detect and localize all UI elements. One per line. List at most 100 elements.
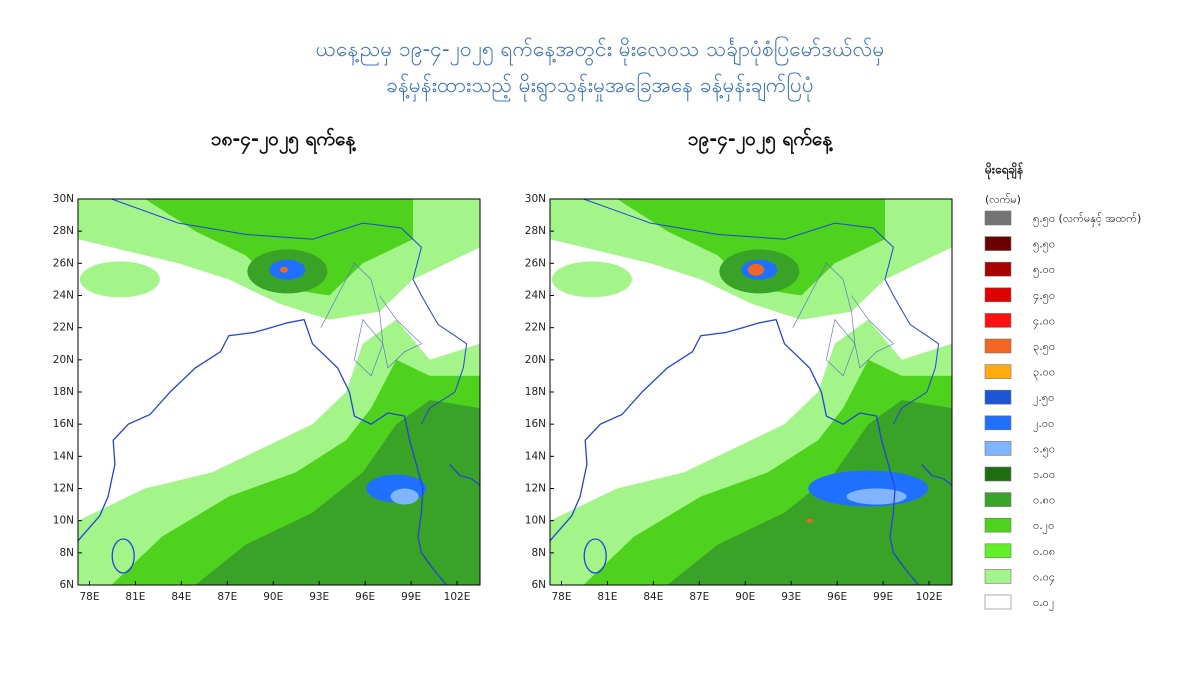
lon-tick-label: 84E (643, 591, 663, 603)
lon-tick-label: 87E (689, 591, 709, 603)
legend-label: ၄.၅၀ (1033, 289, 1055, 304)
legend-label: ၀.၈၀ (1033, 494, 1055, 507)
rain-area (551, 261, 632, 298)
legend-label: ၃.၀၀ (1033, 366, 1055, 381)
lon-tick-label: 78E (551, 591, 571, 603)
lat-tick-label: 12N (525, 483, 546, 495)
map-content (550, 199, 952, 585)
border (354, 318, 384, 377)
lat-tick-label: 22N (53, 322, 74, 334)
lat-tick-label: 24N (525, 290, 546, 302)
map-title: ၁၉-၄-၂၀၂၅ ရက်နေ့ (688, 126, 834, 155)
legend-label: ၅.၅၀ (လက်မနှင့် အထက်) (1033, 212, 1141, 227)
legend-title: မိုးရေချိန် (984, 161, 1024, 181)
legend-swatch (984, 543, 1012, 559)
legend-label: ၀.၀၄ (1033, 570, 1055, 585)
lat-tick-label: 30N (525, 193, 546, 205)
rain-area (667, 400, 952, 585)
lon-tick-label: 84E (171, 591, 191, 603)
lat-tick-label: 6N (59, 579, 74, 591)
rain-area (79, 261, 160, 298)
lon-tick-label: 96E (355, 591, 375, 603)
lat-tick-label: 18N (53, 386, 74, 398)
legend-swatch (984, 415, 1012, 431)
lat-tick-label: 20N (525, 354, 546, 366)
map-title: ၁၈-၄-၂၀၂၅ ရက်နေ့ (211, 126, 357, 155)
lat-tick-label: 8N (59, 547, 74, 559)
lat-tick-label: 26N (525, 257, 546, 269)
legend-swatch (984, 492, 1012, 507)
legend-label: ၃.၅၀ (1033, 340, 1055, 355)
lat-tick-label: 14N (53, 450, 74, 462)
legend-swatch (984, 441, 1012, 456)
lat-tick-label: 12N (53, 483, 74, 495)
lat-tick-label: 14N (525, 450, 546, 462)
lon-tick-label: 81E (597, 591, 617, 603)
lat-tick-label: 8N (531, 547, 546, 559)
lat-tick-label: 16N (53, 418, 74, 430)
map-panel: 30N 28N 26N 24N 22N 20N 18N 16N 14N 12N 10N 8N 6N 78E… (53, 193, 481, 603)
legend-swatch (984, 287, 1012, 303)
map-panel: 30N 28N 26N 24N 22N 20N 18N 16N 14N 12N 10N 8N 6N 78E… (525, 193, 953, 603)
lat-tick-label: 10N (53, 515, 74, 527)
legend-label: ၂.၀၀ (1033, 417, 1054, 432)
legend-swatch (984, 236, 1012, 251)
rain-area (145, 199, 413, 296)
legend-label: ၂.၅၀ (1033, 391, 1054, 406)
rain-area (617, 199, 885, 296)
rain-area (806, 518, 813, 523)
legend-unit: (လက်မ) (985, 193, 1021, 206)
lon-tick-label: 99E (401, 591, 421, 603)
legend-label: ၅.၀၀ (1033, 263, 1055, 278)
island (111, 538, 135, 574)
coastline (449, 463, 480, 486)
border (583, 199, 940, 425)
lat-tick-label: 26N (53, 257, 74, 269)
legend-swatch (984, 466, 1012, 482)
lat-tick-label: 10N (525, 515, 546, 527)
title-line: ခန့်မှန်းထားသည့် မိုးရွာသွန်းမှုအခြေအနေ … (386, 71, 814, 103)
lon-tick-label: 90E (263, 591, 283, 603)
legend-label: ၅.၅၀ (1033, 238, 1055, 253)
lat-tick-label: 30N (53, 193, 74, 205)
rain-area (748, 263, 764, 276)
coastline (550, 318, 919, 585)
lat-tick-label: 28N (53, 225, 74, 237)
lon-tick-label: 99E (873, 591, 893, 603)
legend-label: ၀.၂၀ (1033, 519, 1054, 534)
legend-swatch (984, 364, 1012, 379)
lon-tick-label: 81E (125, 591, 145, 603)
legend-swatch (984, 261, 1012, 277)
lat-tick-label: 24N (53, 290, 74, 302)
lat-tick-label: 18N (525, 386, 546, 398)
island (583, 538, 607, 574)
lat-tick-label: 16N (525, 418, 546, 430)
title-line: ယနေ့ညမှ ၁၉-၄-၂၀၂၅ ရက်နေ့အတွင်း မိုးလေဝသ … (316, 35, 885, 67)
legend-swatch (984, 517, 1012, 533)
lon-tick-label: 78E (79, 591, 99, 603)
legend-label: ၄.၀၀ (1033, 314, 1055, 329)
lon-tick-label: 93E (309, 591, 329, 603)
legend-swatch (984, 569, 1012, 584)
border (826, 318, 856, 377)
lat-tick-label: 28N (525, 225, 546, 237)
legend-swatch (984, 389, 1012, 405)
lon-tick-label: 93E (781, 591, 801, 603)
lat-tick-label: 20N (53, 354, 74, 366)
legend-swatch (984, 210, 1012, 226)
coastline (921, 463, 952, 486)
rain-area (280, 266, 288, 273)
legend-swatch (984, 338, 1012, 354)
lat-tick-label: 22N (525, 322, 546, 334)
rain-area (846, 488, 907, 505)
coastline (78, 318, 447, 585)
lat-tick-label: 6N (531, 579, 546, 591)
rain-area (195, 400, 480, 585)
lon-tick-label: 102E (444, 591, 471, 603)
legend-swatch (984, 594, 1012, 610)
legend-swatch (984, 313, 1012, 328)
map-content (78, 199, 480, 585)
legend-label: ၀.၀၈ (1033, 545, 1055, 558)
legend-label: ၀.၀၂ (1033, 596, 1054, 611)
border (111, 199, 468, 425)
